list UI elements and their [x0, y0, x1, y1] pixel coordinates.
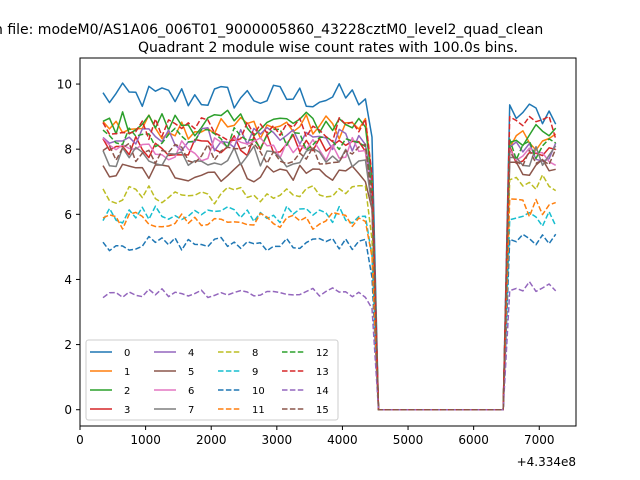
- legend-label-9: 9: [252, 367, 258, 378]
- x-tick-label: 0: [76, 433, 84, 447]
- x-tick-label: 7000: [524, 433, 555, 447]
- legend-label-2: 2: [124, 386, 130, 397]
- y-tick-label: 0: [64, 403, 72, 417]
- legend-label-3: 3: [124, 405, 130, 416]
- chart-title: Quadrant 2 module wise count rates with …: [138, 40, 518, 56]
- legend-label-15: 15: [316, 405, 329, 416]
- legend-label-5: 5: [188, 367, 194, 378]
- legend-label-4: 4: [188, 348, 194, 359]
- legend-label-13: 13: [316, 367, 329, 378]
- legend-label-1: 1: [124, 367, 130, 378]
- series-line-12: [102, 126, 557, 411]
- y-tick-label: 6: [64, 208, 72, 222]
- x-tick-label: 6000: [458, 433, 489, 447]
- y-tick-label: 4: [64, 273, 72, 287]
- y-tick-label: 2: [64, 338, 72, 352]
- legend-label-6: 6: [188, 386, 194, 397]
- x-tick-label: 5000: [393, 433, 424, 447]
- legend-label-0: 0: [124, 348, 130, 359]
- series-line-15: [102, 142, 557, 411]
- x-axis: 0 1000 2000 3000 4000 5000 6000 7000: [76, 426, 555, 447]
- series-line-14: [102, 280, 557, 411]
- x-tick-label: 4000: [327, 433, 358, 447]
- x-offset-label: +4.334e8: [517, 455, 576, 469]
- x-tick-label: 1000: [130, 433, 161, 447]
- legend-label-14: 14: [316, 386, 329, 397]
- legend-label-11: 11: [252, 405, 265, 416]
- legend-label-7: 7: [188, 405, 194, 416]
- x-tick-label: 2000: [196, 433, 227, 447]
- legend-box: [85, 339, 339, 421]
- legend-label-8: 8: [252, 348, 258, 359]
- legend-label-10: 10: [252, 386, 265, 397]
- y-axis: 0 2 4 6 8 10: [57, 78, 80, 417]
- series-layer: [102, 82, 557, 411]
- axes-frame: [79, 57, 577, 427]
- legend-label-12: 12: [316, 348, 329, 359]
- x-tick-label: 3000: [262, 433, 293, 447]
- y-tick-label: 10: [57, 78, 72, 92]
- figure-suptitle: n file: modeM0/AS1A06_006T01_9000005860_…: [0, 22, 543, 38]
- y-tick-label: 8: [64, 143, 72, 157]
